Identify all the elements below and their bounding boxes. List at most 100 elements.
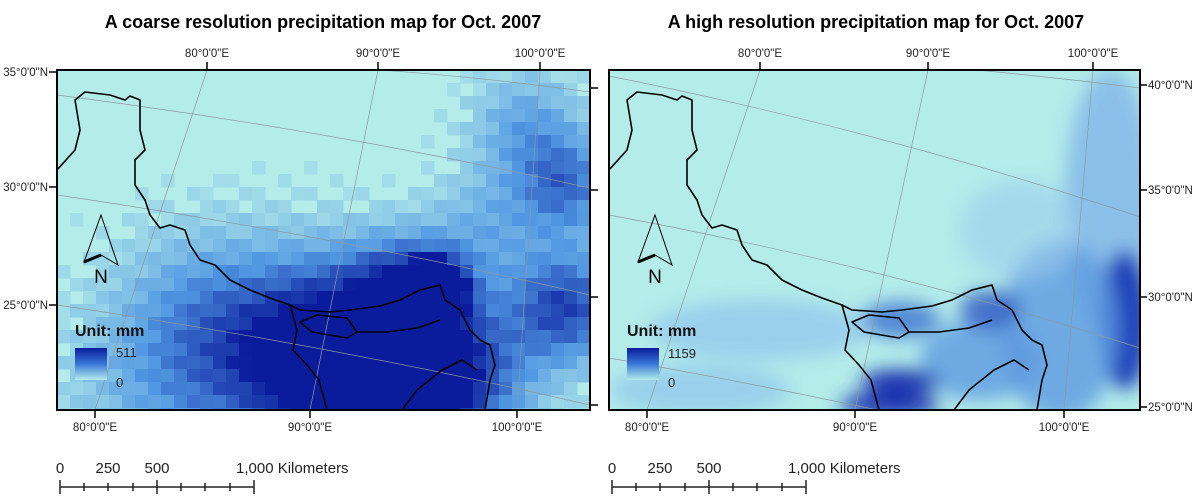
raster-cell [486, 122, 500, 136]
raster-cell [434, 187, 448, 201]
raster-cell [512, 161, 526, 175]
raster-cell [135, 317, 149, 331]
raster-cell [538, 343, 552, 357]
raster-cell [70, 395, 84, 409]
raster-cell [174, 278, 188, 292]
raster-cell [304, 187, 318, 201]
raster-cell [447, 226, 461, 240]
raster-cell [525, 239, 539, 253]
raster-cell [473, 200, 487, 214]
raster-cell [564, 135, 578, 149]
raster-cell [122, 252, 136, 266]
raster-cell [525, 304, 539, 318]
raster-cell [395, 356, 409, 370]
raster-cell [421, 226, 435, 240]
raster-cell [213, 278, 227, 292]
raster-cell [564, 330, 578, 344]
raster-cell [577, 174, 590, 188]
raster-cell [187, 395, 201, 409]
raster-cell [525, 265, 539, 279]
raster-cell [252, 343, 266, 357]
raster-cell [564, 291, 578, 305]
raster-cell [161, 239, 175, 253]
raster-cell [330, 174, 344, 188]
raster-cell [512, 278, 526, 292]
raster-cell [304, 382, 318, 396]
raster-cell [460, 226, 474, 240]
raster-cell [304, 395, 318, 409]
raster-cell [525, 356, 539, 370]
raster-cell [304, 330, 318, 344]
raster-cell [330, 278, 344, 292]
raster-cell [577, 109, 590, 123]
raster-cell [239, 304, 253, 318]
raster-cell [564, 369, 578, 383]
raster-cell [161, 356, 175, 370]
raster-cell [408, 200, 422, 214]
raster-cell [356, 265, 370, 279]
raster-cell [512, 226, 526, 240]
raster-cell [317, 265, 331, 279]
raster-cell [252, 278, 266, 292]
raster-cell [161, 213, 175, 227]
raster-cell [265, 200, 279, 214]
raster-cell [239, 291, 253, 305]
raster-cell [395, 239, 409, 253]
raster-cell [551, 343, 565, 357]
raster-cell [187, 213, 201, 227]
raster-cell [486, 265, 500, 279]
raster-cell [460, 200, 474, 214]
raster-cell [304, 278, 318, 292]
raster-cell [213, 369, 227, 383]
raster-cell [356, 395, 370, 409]
raster-cell [291, 239, 305, 253]
scale-label: 0 [56, 460, 64, 477]
raster-cell [317, 356, 331, 370]
raster-cell [525, 109, 539, 123]
raster-cell [525, 200, 539, 214]
raster-cell [473, 356, 487, 370]
raster-cell [239, 213, 253, 227]
raster-cell [538, 356, 552, 370]
raster-cell [486, 304, 500, 318]
raster-cell [135, 278, 149, 292]
raster-cell [551, 122, 565, 136]
raster-cell [499, 161, 513, 175]
raster-cell [512, 239, 526, 253]
raster-cell [525, 343, 539, 357]
raster-cell [408, 343, 422, 357]
raster-cell [356, 330, 370, 344]
raster-cell [278, 278, 292, 292]
raster-cell [577, 278, 590, 292]
raster-cell [239, 226, 253, 240]
north-arrow-icon: N [83, 213, 119, 288]
raster-cell [317, 291, 331, 305]
raster-cell [577, 200, 590, 214]
raster-cell [447, 382, 461, 396]
raster-cell [525, 96, 539, 110]
raster-cell [421, 161, 435, 175]
raster-cell [499, 304, 513, 318]
raster-cell [499, 330, 513, 344]
raster-cell [434, 395, 448, 409]
raster-cell [226, 265, 240, 279]
raster-cell [369, 213, 383, 227]
raster-cell [382, 304, 396, 318]
raster-cell [57, 265, 71, 279]
raster-cell [187, 317, 201, 331]
raster-cell [408, 304, 422, 318]
raster-cell [473, 278, 487, 292]
raster-cell [551, 265, 565, 279]
raster-cell [538, 70, 552, 84]
raster-cell [369, 317, 383, 331]
raster-cell [577, 343, 590, 357]
raster-cell [473, 330, 487, 344]
raster-cell [291, 278, 305, 292]
raster-cell [213, 226, 227, 240]
raster-cell [473, 291, 487, 305]
raster-cell [564, 278, 578, 292]
raster-cell [382, 356, 396, 370]
raster-cell [291, 226, 305, 240]
raster-cell [148, 343, 162, 357]
raster-cell [174, 239, 188, 253]
